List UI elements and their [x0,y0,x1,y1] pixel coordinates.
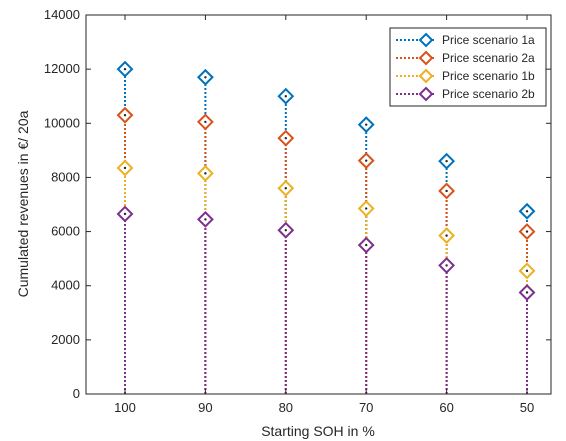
data-point-center [123,67,127,71]
data-point-center [445,189,448,193]
data-point-center [284,187,287,190]
x-tick-label: 100 [114,400,136,415]
y-tick-label: 12000 [44,61,80,76]
y-tick-label: 8000 [51,169,80,184]
markers-layer [116,60,536,301]
y-tick-label: 4000 [51,278,80,293]
data-point-center [365,123,368,126]
data-point-center [204,76,207,79]
y-tick-label: 6000 [51,224,80,239]
y-axis: 0 2000 4000 6000 8000 10000 12000 14000 [44,7,551,401]
data-point-center [445,159,448,163]
x-tick-label: 70 [359,400,373,415]
data-point-center [284,95,287,98]
y-tick-label: 14000 [44,7,80,22]
x-axis: 100 90 80 70 60 50 [114,15,534,415]
legend-marker [418,32,434,48]
data-point-center [365,243,368,247]
legend: Price scenario 1a Price scenario 2a Price … [389,27,547,107]
data-point-center [525,291,529,294]
data-point-center [445,234,448,237]
x-tick-label: 50 [520,400,534,415]
x-tick-label: 90 [198,400,212,415]
x-axis-label: Starting SOH in % [261,423,375,439]
legend-label: Price scenario 1a [442,33,535,47]
data-point-center [365,207,368,210]
y-tick-label: 10000 [44,115,80,130]
data-point-center [204,172,207,175]
data-point-center [365,159,368,162]
data-point-center [525,269,529,273]
legend-marker [418,68,434,84]
y-tick-label: 2000 [51,332,80,347]
y-axis-label: Cumulated revenues in €/ 20a [15,110,31,297]
legend-label: Price scenario 1b [442,69,535,83]
data-point-center [123,113,127,117]
x-tick-label: 80 [279,400,293,415]
data-point-center [445,264,448,267]
legend-label: Price scenario 2b [442,87,535,101]
legend-label: Price scenario 2a [442,51,535,65]
data-point-center [284,229,287,232]
data-point-center [123,166,127,170]
y-tick-label: 0 [73,386,80,401]
data-point-center [525,210,529,213]
data-point-center [204,218,207,221]
legend-marker [418,86,434,102]
data-point-center [525,230,529,233]
x-tick-label: 60 [439,400,453,415]
data-point-center [123,212,127,216]
legend-marker [418,50,434,66]
data-point-center [284,136,287,140]
data-point-center [204,120,207,124]
